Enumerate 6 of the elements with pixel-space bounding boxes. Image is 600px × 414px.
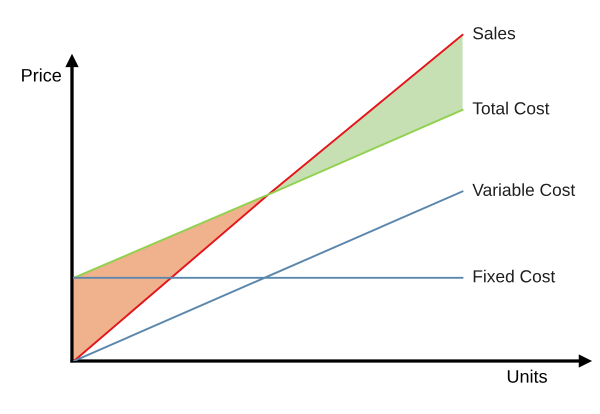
x-axis-title: Units xyxy=(508,370,547,383)
y-axis-title: Price xyxy=(22,68,61,82)
series-label: Total Cost xyxy=(472,102,550,114)
series-label: Fixed Cost xyxy=(474,270,556,282)
series-label: Variable Cost xyxy=(472,183,576,196)
series-label: Sales xyxy=(473,26,516,40)
